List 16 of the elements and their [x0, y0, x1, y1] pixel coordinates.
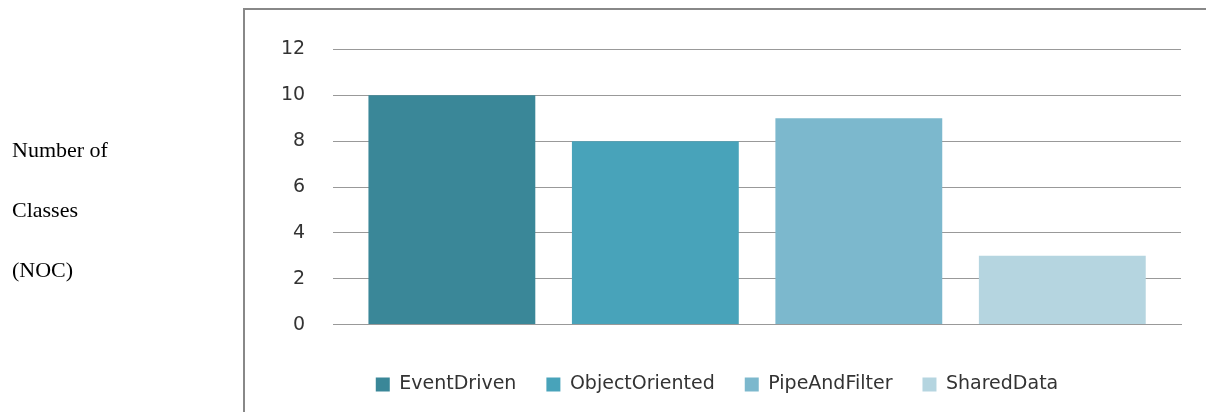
- legend-label: PipeAndFilter: [768, 371, 893, 394]
- bar: [571, 141, 739, 325]
- bar: [775, 118, 943, 325]
- legend-label: ObjectOriented: [569, 371, 715, 394]
- y-tick-label: 4: [293, 219, 306, 242]
- y-tick-label: 10: [280, 82, 306, 105]
- y-tick-label: 0: [293, 311, 306, 334]
- bar: [368, 95, 536, 325]
- y-tick-label: 6: [293, 173, 306, 196]
- text: Number of Classes (NOC): [12, 137, 108, 282]
- bar: [978, 255, 1146, 325]
- legend-label: EventDriven: [399, 371, 517, 394]
- legend-label: SharedData: [945, 371, 1059, 394]
- y-tick-label: 12: [280, 36, 306, 59]
- y-tick-label: 2: [293, 265, 306, 288]
- y-tick-label: 8: [293, 128, 306, 151]
